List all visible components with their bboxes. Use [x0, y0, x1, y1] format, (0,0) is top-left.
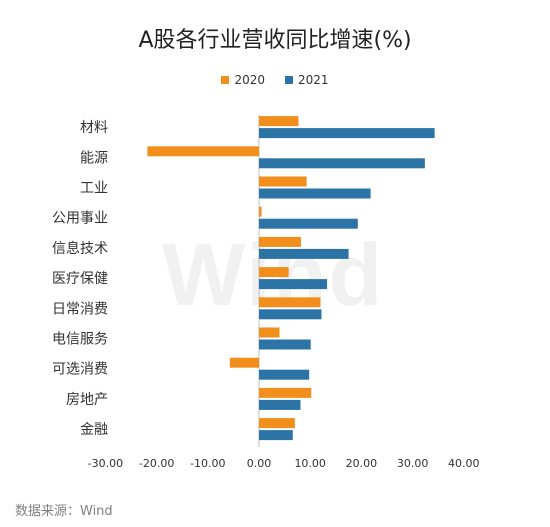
- bar-2020: [147, 146, 259, 157]
- bar-2021: [259, 188, 371, 199]
- bar-2021: [259, 158, 425, 169]
- x-tick-label: 0.00: [247, 457, 272, 470]
- x-tick-label: 10.00: [294, 457, 326, 470]
- bar-2021: [259, 128, 435, 139]
- legend-item-2021: 2021: [285, 73, 329, 87]
- category-label: 公用事业: [52, 211, 108, 227]
- x-tick-label: -30.00: [88, 457, 123, 470]
- bar-2020: [229, 357, 259, 368]
- legend-label-2021: 2021: [298, 73, 329, 87]
- category-label: 房地产: [66, 392, 108, 408]
- category-label: 材料: [80, 120, 108, 136]
- bar-2021: [259, 248, 349, 259]
- category-label: 能源: [80, 150, 108, 166]
- bar-2020: [259, 176, 307, 187]
- x-tick-label: 40.00: [448, 457, 480, 470]
- x-tick-label: -20.00: [139, 457, 174, 470]
- legend: 2020 2021: [0, 73, 550, 87]
- category-label: 可选消费: [52, 362, 108, 378]
- category-label: 医疗保健: [52, 271, 108, 287]
- category-label: 日常消费: [52, 301, 108, 317]
- bar-2021: [259, 369, 310, 380]
- bar-2021: [259, 399, 301, 410]
- bar-2020: [259, 418, 295, 429]
- bar-2021: [259, 218, 358, 229]
- bar-2021: [259, 430, 293, 441]
- source-note: 数据来源：Wind: [15, 504, 113, 519]
- category-label: 电信服务: [52, 332, 108, 348]
- bar-2020: [259, 387, 312, 398]
- bar-2020: [259, 327, 280, 338]
- legend-label-2020: 2020: [234, 73, 265, 87]
- legend-item-2020: 2020: [221, 73, 265, 87]
- category-label: 金融: [80, 422, 108, 438]
- bar-2020: [259, 206, 262, 217]
- bar-2020: [259, 267, 289, 278]
- x-tick-label: 30.00: [397, 457, 429, 470]
- bar-2020: [259, 297, 321, 308]
- chart-title: A股各行业营收同比增速(%): [138, 28, 412, 53]
- bar-2021: [259, 279, 328, 290]
- legend-swatch-2020: [221, 76, 230, 84]
- bar-2020: [259, 116, 299, 127]
- bar-2021: [259, 309, 322, 320]
- category-label: 工业: [80, 181, 108, 197]
- x-tick-label: -10.00: [190, 457, 225, 470]
- x-tick-label: 20.00: [346, 457, 378, 470]
- bar-2020: [259, 236, 301, 247]
- legend-swatch-2021: [285, 76, 293, 84]
- bar-2021: [259, 339, 311, 350]
- category-label: 信息技术: [52, 240, 108, 257]
